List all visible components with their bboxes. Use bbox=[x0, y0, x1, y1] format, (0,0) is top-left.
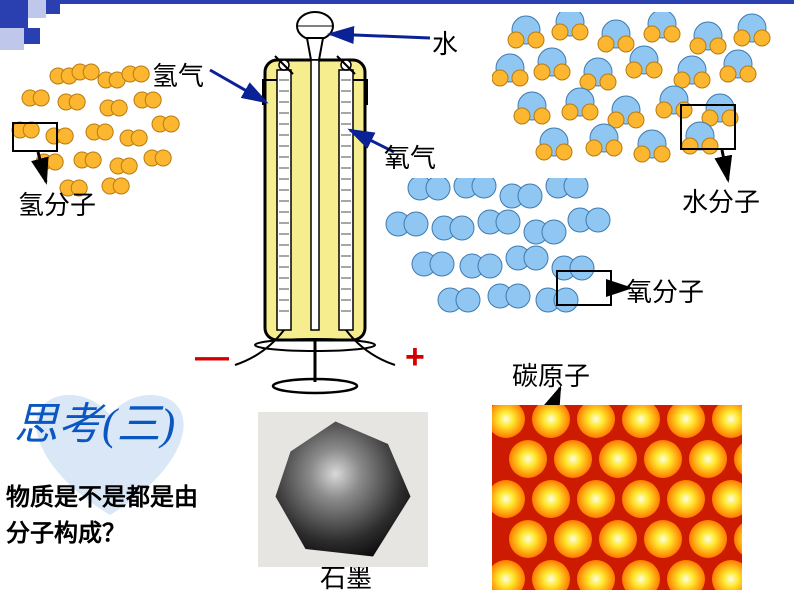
oxygen-label: 氧气 bbox=[384, 138, 436, 175]
o2-molecule-label: 氧分子 bbox=[626, 272, 704, 309]
think-title: 思考(三) bbox=[14, 388, 175, 452]
o2-highlight-box bbox=[556, 270, 612, 306]
h2-highlight-box bbox=[12, 122, 58, 152]
carbon-atom-label: 碳原子 bbox=[512, 356, 590, 393]
question-line1: 物质是不是都是由 bbox=[6, 484, 198, 511]
question-line2: 分子构成？ bbox=[6, 520, 126, 547]
water-label: 水 bbox=[432, 24, 458, 61]
hydrogen-label: 氢气 bbox=[152, 56, 204, 93]
h2o-highlight-box bbox=[680, 104, 736, 150]
h2-molecule-label: 氢分子 bbox=[18, 185, 96, 222]
oxygen-gas-cluster bbox=[380, 178, 620, 338]
electrolysis-apparatus bbox=[225, 10, 405, 395]
water-molecule-cluster bbox=[492, 12, 792, 182]
stm-image bbox=[492, 405, 742, 590]
h2o-molecule-label: 水分子 bbox=[682, 182, 760, 219]
plus-sign: + bbox=[405, 338, 425, 377]
question-text: 物质是不是都是由 分子构成？ bbox=[6, 480, 198, 552]
